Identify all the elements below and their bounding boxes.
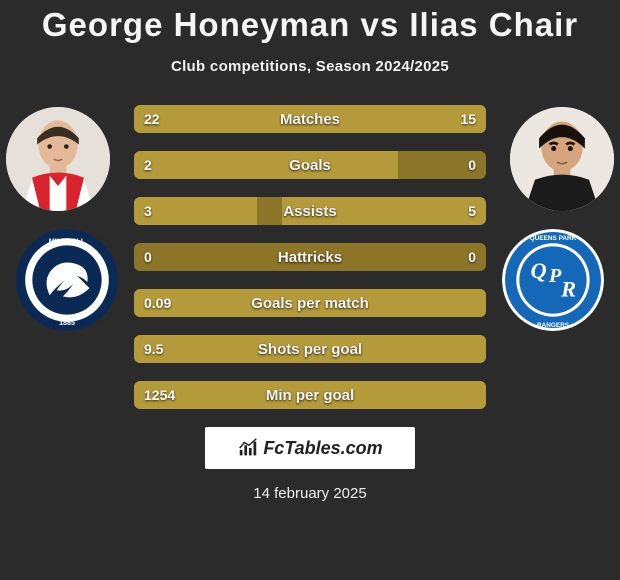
player2-name: Ilias Chair <box>409 6 578 43</box>
stat-label: Shots per goal <box>134 335 486 363</box>
stat-row: 1254Min per goal <box>134 381 486 409</box>
stat-label: Hattricks <box>134 243 486 271</box>
svg-text:Q: Q <box>531 258 547 283</box>
svg-text:MILLWALL: MILLWALL <box>49 237 86 245</box>
branding-box: FcTables.com <box>205 427 415 469</box>
avatar-icon <box>510 107 614 211</box>
club-badge-icon: Q P R QUEENS PARK RANGERS <box>502 229 604 331</box>
stat-label: Assists <box>134 197 486 225</box>
player2-photo <box>510 107 614 211</box>
stat-row: 20Goals <box>134 151 486 179</box>
stat-row: 2215Matches <box>134 105 486 133</box>
chart-icon <box>237 437 259 459</box>
svg-text:RANGERS: RANGERS <box>537 322 570 329</box>
svg-text:1885: 1885 <box>59 319 75 327</box>
player1-club-logo: MILLWALL 1885 <box>16 229 118 331</box>
stat-row: 35Assists <box>134 197 486 225</box>
stat-bars: 2215Matches 20Goals 35Assists 00Hattricks 0.… <box>134 105 486 409</box>
svg-text:QUEENS PARK: QUEENS PARK <box>530 235 577 242</box>
player1-photo <box>6 107 110 211</box>
player1-name: George Honeyman <box>42 6 350 43</box>
club-badge-icon: MILLWALL 1885 <box>16 229 118 331</box>
page-title: George Honeyman vs Ilias Chair <box>0 0 620 44</box>
stat-label: Min per goal <box>134 381 486 409</box>
svg-text:R: R <box>560 276 576 301</box>
stat-row: 9.5Shots per goal <box>134 335 486 363</box>
stat-row: 0.09Goals per match <box>134 289 486 317</box>
player2-club-logo: Q P R QUEENS PARK RANGERS <box>502 229 604 331</box>
branding-label: FcTables.com <box>263 438 382 459</box>
stat-row: 00Hattricks <box>134 243 486 271</box>
date-label: 14 february 2025 <box>0 485 620 502</box>
stat-label: Matches <box>134 105 486 133</box>
avatar-icon <box>6 107 110 211</box>
vs-label: vs <box>360 6 399 43</box>
stat-label: Goals <box>134 151 486 179</box>
stats-area: MILLWALL 1885 Q P R QUEENS PARK RANGERS … <box>0 105 620 409</box>
svg-text:P: P <box>548 265 562 287</box>
subtitle: Club competitions, Season 2024/2025 <box>0 58 620 75</box>
stat-label: Goals per match <box>134 289 486 317</box>
